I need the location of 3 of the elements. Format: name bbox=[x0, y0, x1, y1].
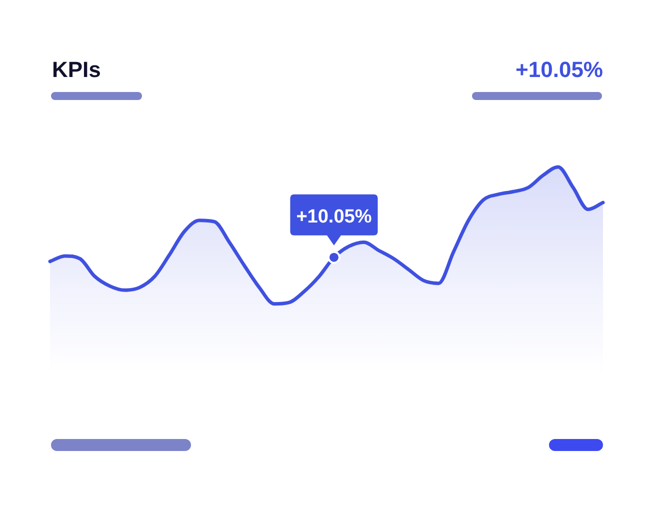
annotation: +10.05% bbox=[296, 206, 372, 228]
chart-title: KPIs bbox=[52, 57, 101, 82]
text: +10.05% bbox=[516, 57, 603, 82]
